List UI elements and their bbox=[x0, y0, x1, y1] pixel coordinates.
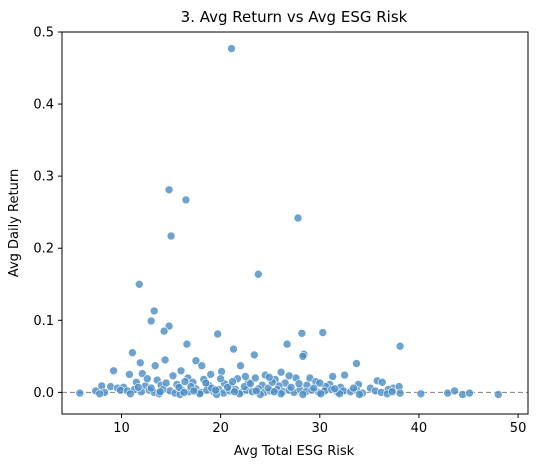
data-point bbox=[168, 371, 178, 381]
data-point bbox=[377, 377, 387, 387]
data-point bbox=[125, 370, 134, 379]
data-point bbox=[318, 328, 328, 337]
data-point bbox=[395, 341, 405, 351]
data-point bbox=[450, 386, 459, 396]
data-point bbox=[179, 388, 189, 397]
data-point bbox=[250, 350, 259, 360]
data-point bbox=[95, 389, 104, 399]
data-point bbox=[241, 372, 250, 381]
data-point bbox=[269, 387, 279, 397]
data-point bbox=[109, 366, 118, 376]
data-point bbox=[146, 383, 156, 393]
data-point bbox=[298, 390, 308, 399]
data-point bbox=[309, 383, 319, 393]
y-tick-label: 0.4 bbox=[33, 98, 54, 113]
data-point bbox=[181, 195, 191, 205]
data-point bbox=[174, 382, 184, 392]
data-point bbox=[246, 379, 255, 389]
data-point bbox=[216, 374, 225, 384]
y-tick-label: 0.2 bbox=[33, 242, 54, 257]
data-point bbox=[387, 387, 397, 397]
data-point bbox=[264, 372, 274, 382]
y-tick-label: 0.3 bbox=[33, 170, 54, 185]
data-point bbox=[251, 386, 261, 396]
data-point bbox=[211, 385, 220, 395]
data-point bbox=[352, 359, 361, 368]
plot-frame bbox=[61, 31, 529, 415]
data-point bbox=[316, 389, 326, 399]
x-tick-label: 10 bbox=[113, 421, 130, 436]
data-point bbox=[228, 377, 237, 386]
data-point bbox=[297, 328, 307, 338]
data-point bbox=[294, 379, 304, 389]
data-point bbox=[355, 390, 364, 399]
data-point bbox=[138, 369, 147, 378]
data-point bbox=[315, 378, 325, 388]
data-point bbox=[75, 388, 85, 398]
chart-title: 3. Avg Return vs Avg ESG Risk bbox=[181, 8, 408, 26]
x-tick-label: 30 bbox=[312, 421, 329, 436]
data-point bbox=[465, 388, 474, 398]
data-point bbox=[229, 344, 238, 354]
y-tick-label: 0.1 bbox=[33, 314, 54, 329]
data-point bbox=[146, 316, 156, 326]
data-point bbox=[180, 377, 190, 386]
data-point bbox=[227, 44, 236, 53]
data-point bbox=[149, 306, 159, 316]
data-point bbox=[276, 367, 286, 377]
data-point bbox=[106, 382, 115, 391]
data-point bbox=[293, 213, 303, 223]
y-axis: 0.0 0.1 0.2 0.3 0.4 0.5 bbox=[33, 26, 62, 401]
y-tick-label: 0.0 bbox=[33, 386, 54, 401]
data-point bbox=[160, 355, 170, 365]
data-point bbox=[493, 390, 503, 399]
data-point bbox=[135, 279, 144, 289]
data-point bbox=[330, 384, 340, 394]
data-point bbox=[189, 386, 199, 396]
data-point bbox=[166, 231, 176, 241]
data-point bbox=[191, 356, 201, 366]
data-point bbox=[155, 387, 165, 397]
plot-area bbox=[62, 44, 528, 399]
data-point bbox=[284, 371, 294, 381]
data-point bbox=[201, 378, 211, 388]
y-axis-title: Avg Daily Return bbox=[7, 169, 22, 277]
data-point bbox=[161, 378, 171, 388]
data-point bbox=[213, 329, 222, 339]
data-point bbox=[128, 348, 137, 358]
data-point bbox=[251, 373, 260, 383]
data-point bbox=[230, 387, 239, 397]
data-point bbox=[223, 382, 232, 392]
data-point bbox=[416, 389, 426, 399]
x-tick-label: 40 bbox=[411, 421, 428, 436]
data-point bbox=[340, 370, 349, 380]
x-tick-label: 20 bbox=[212, 421, 229, 436]
data-point bbox=[126, 389, 135, 399]
data-point bbox=[182, 339, 192, 349]
data-point bbox=[236, 361, 245, 371]
data-point bbox=[206, 370, 215, 379]
data-point bbox=[159, 326, 169, 336]
data-point bbox=[458, 390, 467, 399]
data-point bbox=[150, 361, 160, 371]
data-point bbox=[164, 185, 174, 195]
x-axis: 10 20 30 40 50 bbox=[113, 414, 526, 436]
data-point bbox=[134, 382, 143, 392]
data-point bbox=[197, 361, 207, 371]
data-point bbox=[143, 374, 152, 384]
data-point bbox=[395, 388, 405, 398]
x-axis-title: Avg Total ESG Risk bbox=[234, 444, 355, 459]
data-point bbox=[282, 339, 292, 349]
data-point bbox=[328, 372, 338, 381]
data-point bbox=[136, 358, 145, 368]
data-point bbox=[217, 367, 226, 376]
x-tick-label: 50 bbox=[510, 421, 527, 436]
y-tick-label: 0.5 bbox=[33, 26, 54, 41]
data-point bbox=[286, 382, 296, 392]
data-point bbox=[298, 351, 308, 361]
data-point bbox=[349, 383, 358, 393]
data-point bbox=[176, 366, 186, 376]
data-point bbox=[253, 269, 263, 279]
